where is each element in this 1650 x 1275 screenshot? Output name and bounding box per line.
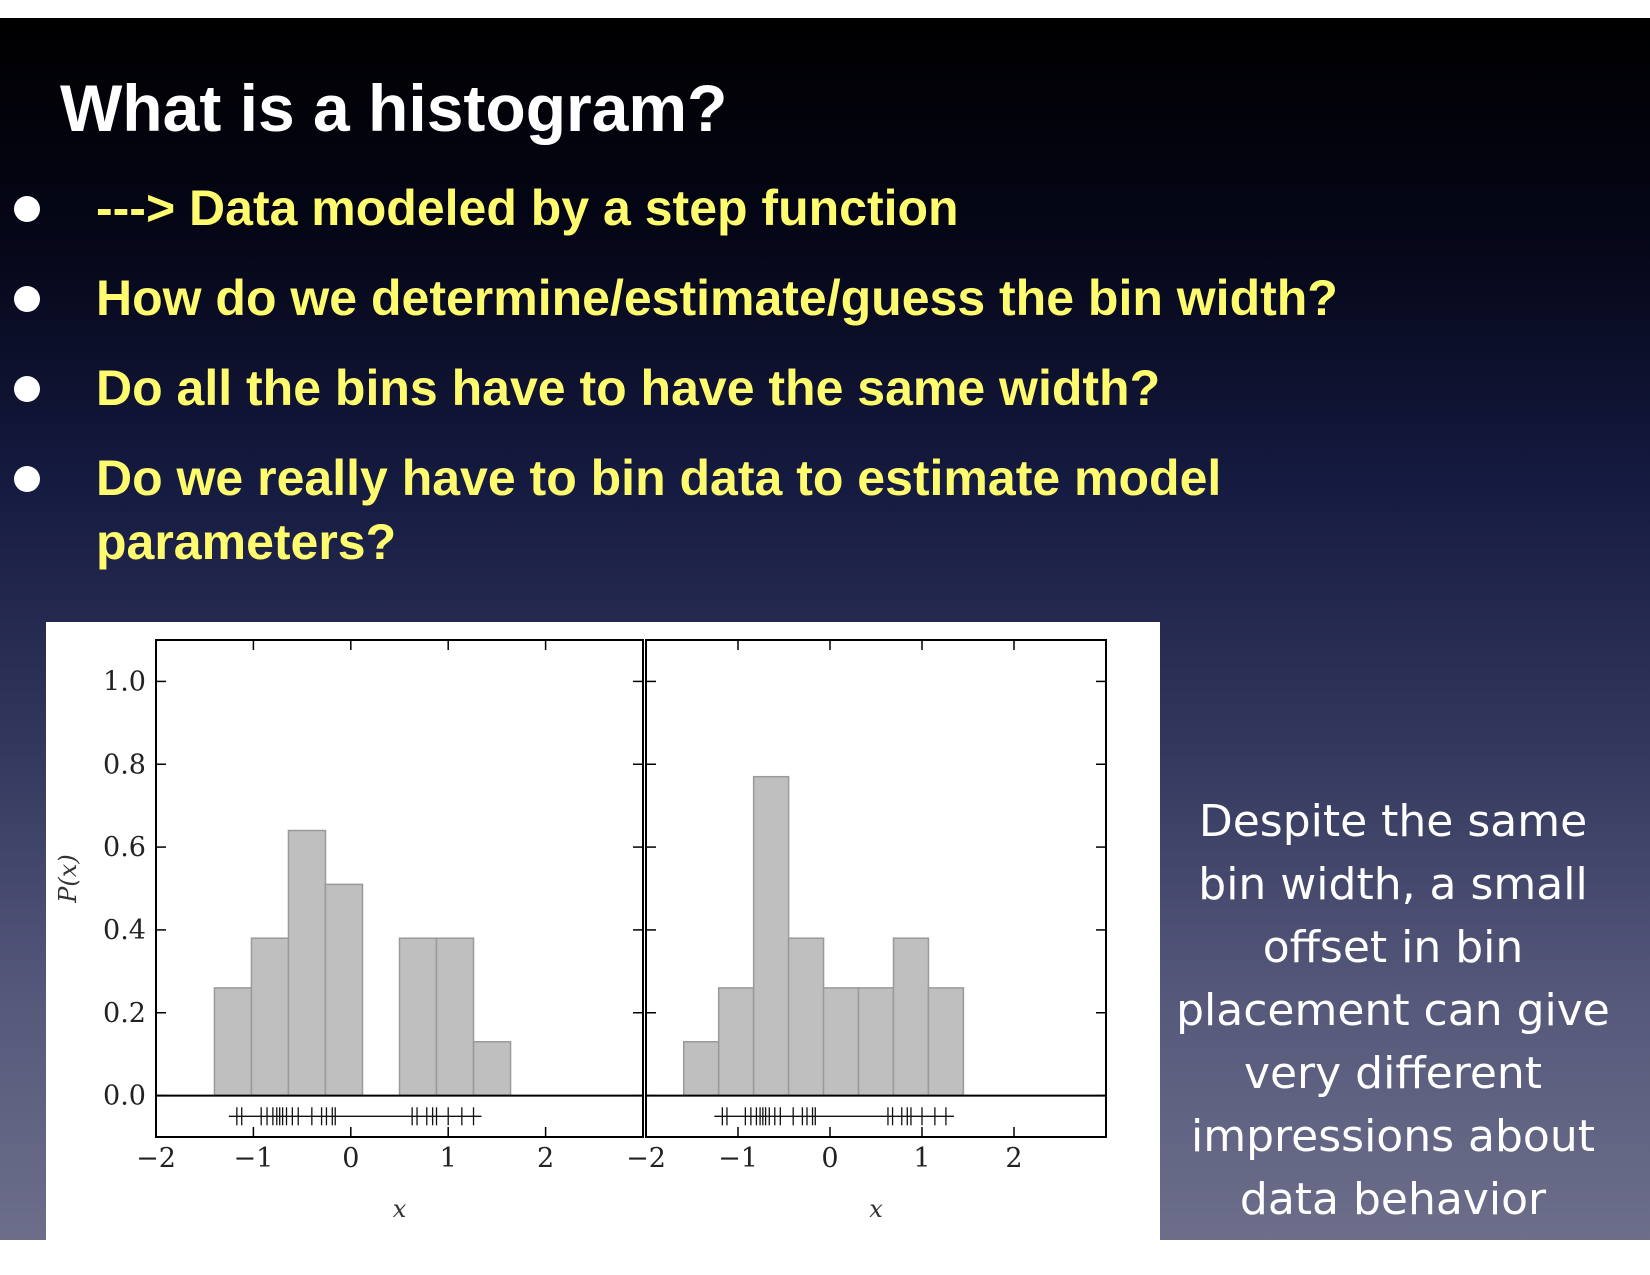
panel-2-xtick-label-2: −1 [718,1143,758,1174]
panel-2-frame [645,639,1107,1138]
panel-2-bar-3 [752,775,790,1097]
bullet-dot-2 [14,286,40,312]
bullet-dot-1 [14,196,40,222]
panel-1-bar-2 [250,937,290,1097]
bullet-dot-3 [14,376,40,402]
panel-1-frame [155,639,644,1138]
panel-1-bar-7 [435,937,475,1097]
panel-1-xtick-label-1: −2 [136,1143,176,1174]
panel-1-xtick-label-3: 0 [342,1143,359,1174]
histogram-figure: −2 −1 0 1 2 0.0 0.2 0.4 0.6 0.8 1.0 x P(x) −2 −1 0 1 2 x [46,622,1160,1240]
panel-1-bar-4 [324,883,364,1097]
panel-1-bar-3 [287,829,327,1097]
caption: Despite the same bin width, a small offs… [1176,796,1610,1225]
panel-1-ytick-label-1: 0.0 [103,1081,146,1112]
panel-2-bar-4 [787,937,825,1097]
panel-1-ytick-label-3: 0.4 [103,915,146,946]
panel-2-bar-6 [857,987,895,1097]
panel-1-bar-8 [472,1040,512,1097]
panel-1-bar-1 [213,987,253,1097]
panel-1-xtick-label-2: −1 [233,1143,273,1174]
panel-2-bar-2 [717,987,755,1097]
bullet-1: ---> Data modeled by a step function [96,180,959,236]
panel-2-xtick-label-5: 2 [1005,1143,1022,1174]
panel-1-xtick-label-4: 1 [440,1143,457,1174]
slide-title: What is a histogram? [60,71,728,145]
panel-2-xtick-label-4: 1 [913,1143,930,1174]
panel-1-ytick-label-6: 1.0 [103,666,146,697]
panel-1-bar-6 [398,937,438,1097]
panel-1-ytick-label-5: 0.8 [103,749,146,780]
histogram-figure-svg: −2 −1 0 1 2 0.0 0.2 0.4 0.6 0.8 1.0 x P(x) −2 −1 0 1 2 x [54,639,1107,1223]
panel-2-bar-5 [822,987,860,1097]
panel-1-xlabel: x [393,1195,407,1223]
panel-1-xtick-label-5: 2 [537,1143,554,1174]
panel-1-ylabel: P(x) [54,854,82,903]
panel-1-ytick-label-2: 0.2 [103,998,146,1029]
panel-2-xtick-label-1: −2 [626,1143,666,1174]
panel-2-bar-1 [682,1040,720,1097]
bullet-4: Do we really have to bin data to estimat… [96,450,1222,570]
panel-2-bar-7 [892,937,930,1097]
panel-2-xtick-label-3: 0 [821,1143,838,1174]
bullet-2: How do we determine/estimate/guess the b… [96,270,1338,326]
slide: What is a histogram? ---> Data modeled b… [0,18,1650,1240]
panel-2-xlabel: x [869,1195,883,1223]
bullet-dot-4 [14,466,40,492]
panel-2-bar-8 [927,987,965,1097]
panel-1-ytick-label-4: 0.6 [103,832,146,863]
bullet-3: Do all the bins have to have the same wi… [96,360,1161,416]
